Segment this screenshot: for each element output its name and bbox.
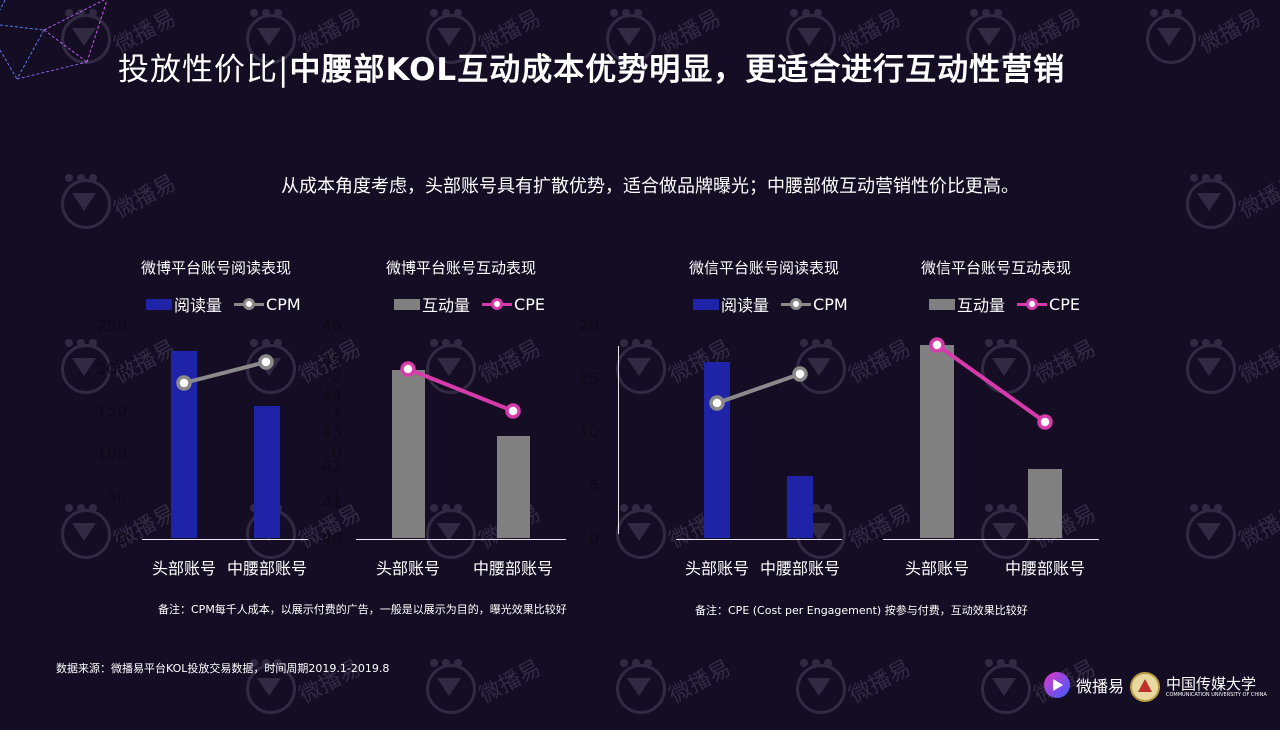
y-tick: 5 [588,476,599,495]
watermark: 微播易 [1140,0,1270,80]
note-cpm: 备注：CPM每千人成本，以展示付费的广告，一般是以展示为目的，曝光效果比较好 [158,603,567,616]
page-title-prefix: 投放性价比| [118,52,290,88]
x-axis-line [676,539,842,540]
x-axis-line [142,539,308,540]
y-tick: 44 [321,386,342,405]
y-tick: 50 [106,487,127,506]
y-tick: 42 [321,457,342,476]
legend-line-marker-cpe-icon [482,298,513,310]
y-tick: 100 [96,444,127,463]
x-axis-line [883,539,1099,540]
watermark: 微播易 [790,650,920,730]
page-title: 投放性价比|中腰部KOL互动成本优势明显，更适合进行互动性营销 [118,44,1065,89]
watermark: 微播易 [420,330,550,410]
bar-weibo-interaction-mid [497,436,530,538]
y-tick: 10 [578,422,599,441]
x-label: 中腰部账号 [1004,559,1085,578]
data-source: 数据来源：微播易平台KOL投放交易数据，时间周期2019.1-2019.8 [56,662,390,675]
y-tick: 0 [588,529,599,548]
watermark: 微播易 [420,650,550,730]
x-label: 中腰部账号 [472,559,553,578]
page-title-main: 中腰部KOL互动成本优势明显，更适合进行互动性营销 [289,52,1066,88]
bar-weibo-read-mid [254,406,280,538]
x-label: 头部账号 [151,559,216,578]
legend-line-marker-cpm-icon [781,298,812,310]
watermark: 微播易 [975,330,1105,410]
university-seal-icon [1130,672,1160,702]
x-label: 中腰部账号 [226,559,307,578]
bar-weibo-interaction-head [392,370,425,538]
x-label: 头部账号 [684,559,749,578]
note-cpe: 备注：CPE (Cost per Engagement) 按参与付费，互动效果比… [695,604,1028,617]
y-tick-overlap: 2 [331,366,342,385]
legend-label-interaction: 互动量 [957,296,1006,315]
y-tick-overlap: 1 [331,401,342,420]
legend-line-marker-cpm-icon [234,298,265,310]
legend-label-cpm: CPM [813,294,848,314]
x-label: 头部账号 [375,559,440,578]
cuc-logo-cn: 中国传媒大学 [1166,674,1257,693]
y-tick-overlap: -1 [326,488,342,507]
divider-line [618,346,619,534]
bar-wechat-read-head [704,362,730,538]
bar-weibo-read-head [171,351,197,538]
chart-title-wechat-interaction: 微信平台账号互动表现 [921,259,1072,277]
page-subtitle: 从成本角度考虑，头部账号具有扩散优势，适合做品牌曝光；中腰部做互动营销性价比更高… [281,176,1019,197]
cuc-logo-en: COMMUNICATION UNIVERSITY OF CHINA [1166,691,1267,698]
x-axis-line [356,539,566,540]
y-tick: 45 [321,351,342,370]
x-label: 中腰部账号 [759,559,840,578]
x-label: 头部账号 [904,559,969,578]
y-tick: 150 [96,401,127,420]
legend-swatch-read [693,298,719,310]
y-tick: 41 [321,493,342,512]
chart-title-weibo-read: 微博平台账号阅读表现 [141,259,292,277]
watermark: 微播易 [790,330,920,410]
legend-label-read: 阅读量 [721,296,770,315]
legend-label-cpe: CPE [514,294,545,314]
chart-title-weibo-interaction: 微博平台账号互动表现 [386,259,537,277]
bar-wechat-interaction-head [920,345,954,538]
bar-wechat-read-mid [787,476,813,538]
y-tick: 200 [96,359,127,378]
legend-label-read: 阅读量 [174,296,223,315]
watermark: 微播易 [610,650,740,730]
play-icon [1044,672,1070,698]
y-tick: 0 [116,529,127,548]
legend-label-cpm: CPM [266,294,301,314]
chart-legend-weibo-interaction: 互动量 CPE [394,292,545,316]
decorative-network-lines [0,0,108,80]
y-tick: 46 [321,316,342,335]
y-tick: 43 [321,422,342,441]
legend-swatch-read [146,298,172,310]
y-tick: 20 [578,316,599,335]
legend-swatch-interaction [394,298,420,310]
y-tick: 250 [96,316,127,335]
y-tick: 15 [578,369,599,388]
cuc-logo: 中国传媒大学 COMMUNICATION UNIVERSITY OF CHINA [1130,672,1267,702]
chart-legend-weibo-read: 阅读量 CPM [146,292,301,316]
y-tick-overlap: 0 [331,443,342,462]
legend-label-interaction: 互动量 [422,296,471,315]
chart-legend-wechat-interaction: 互动量 CPE [929,292,1080,316]
legend-swatch-interaction [929,298,955,310]
watermark: 微播易 [1180,330,1280,410]
legend-line-marker-cpe-icon [1017,298,1048,310]
legend-label-cpe: CPE [1049,294,1080,314]
weiboyi-logo-text: 微播易 [1076,677,1125,696]
y-tick: 40 [321,529,342,548]
chart-legend-wechat-read: 阅读量 CPM [693,292,848,316]
watermark: 微播易 [1180,495,1280,575]
bar-wechat-interaction-mid [1028,469,1062,538]
weiboyi-logo: 微播易 [1044,672,1124,698]
chart-title-wechat-read: 微信平台账号阅读表现 [689,259,840,277]
